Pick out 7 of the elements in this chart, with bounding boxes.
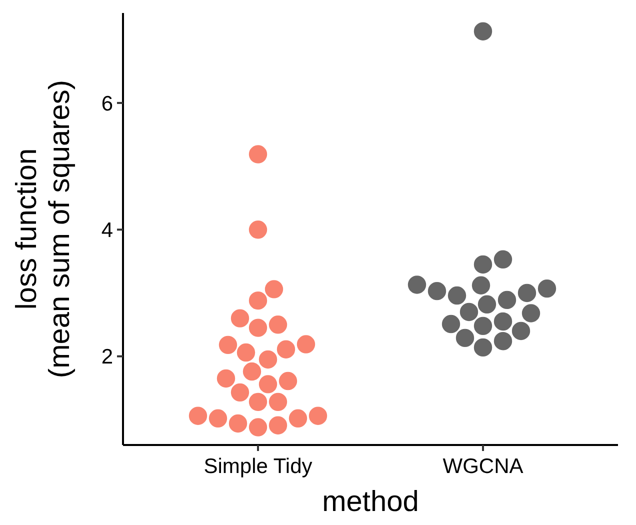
x-axis-title: method	[322, 486, 419, 518]
x-tick-label: Simple Tidy	[204, 455, 313, 478]
x-tick-label: WGCNA	[442, 455, 524, 478]
y-tick-label: 4	[101, 218, 114, 242]
y-axis-title: loss function (mean sum of squares)	[11, 80, 76, 378]
y-tick-label: 6	[101, 92, 113, 116]
y-tick-label: 2	[101, 346, 113, 369]
